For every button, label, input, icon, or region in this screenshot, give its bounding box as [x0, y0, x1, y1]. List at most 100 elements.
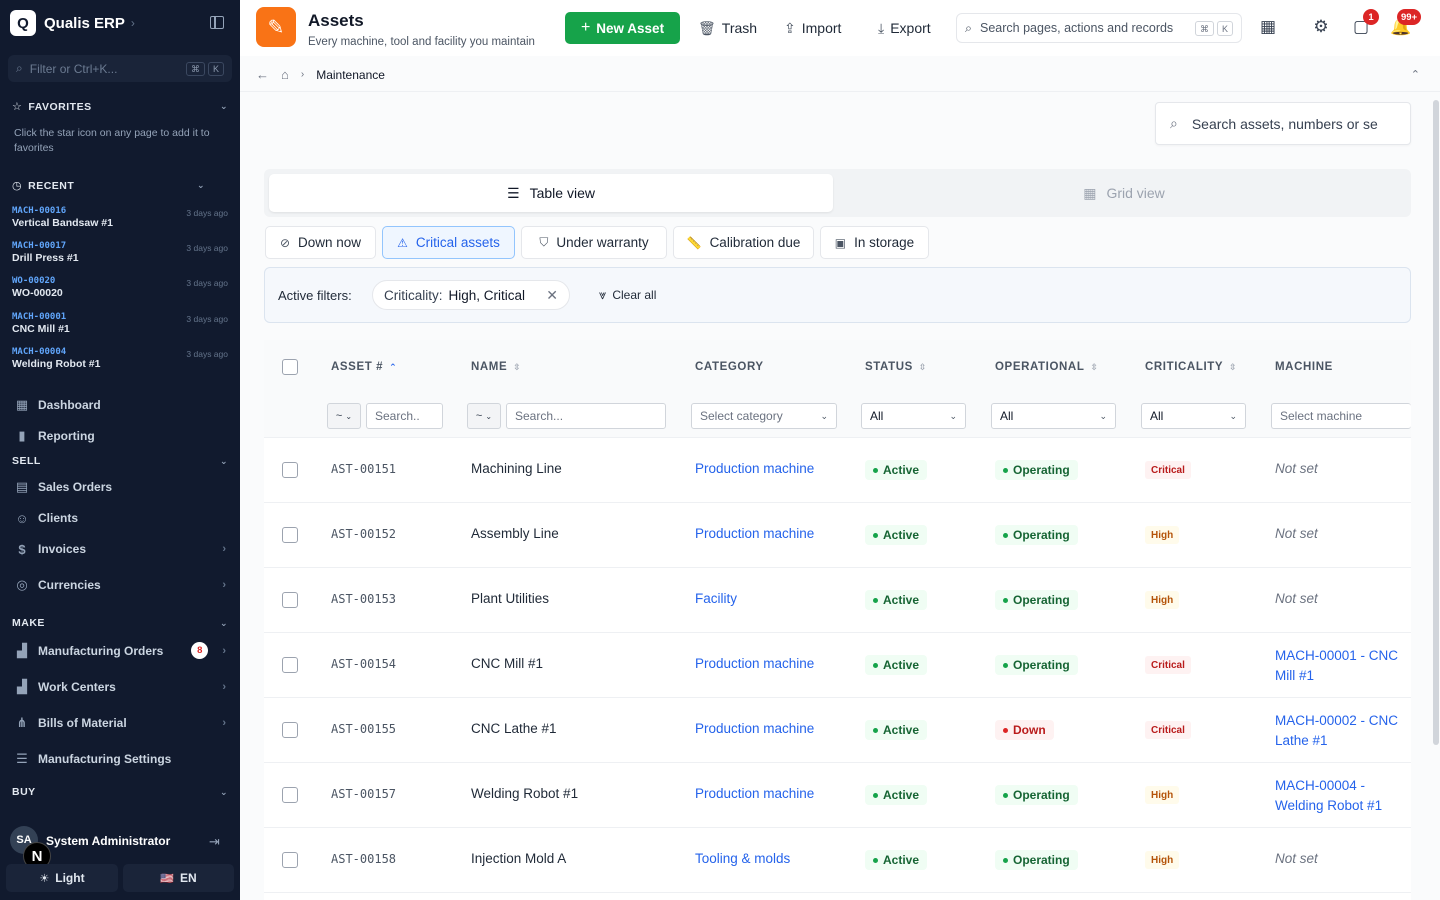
- table-row[interactable]: AST-00154 CNC Mill #1 Production machine Ac…: [264, 633, 1411, 698]
- category-link[interactable]: Production machine: [695, 461, 815, 476]
- language-button[interactable]: 🇺🇸 EN: [123, 864, 234, 892]
- nav-manufacturing-orders[interactable]: ▟ Manufacturing Orders 8 ›: [14, 642, 226, 659]
- recent-item[interactable]: MACH-00004 Welding Robot #1 3 days ago: [12, 347, 228, 370]
- nav-invoices[interactable]: $ Invoices ›: [14, 541, 226, 557]
- asset-name[interactable]: Assembly Line: [471, 526, 559, 541]
- row-checkbox[interactable]: [282, 462, 298, 478]
- sidebar-filter-input[interactable]: ⌕ Filter or Ctrl+K... ⌘ K: [8, 55, 232, 82]
- asset-name[interactable]: CNC Lathe #1: [471, 721, 557, 736]
- robot-icon[interactable]: ⚙: [1313, 17, 1329, 36]
- row-checkbox[interactable]: [282, 527, 298, 543]
- tab-table-view[interactable]: ☰ Table view: [269, 174, 833, 212]
- recent-item-title: Welding Robot #1: [12, 358, 101, 370]
- power-off-icon: ⊘: [279, 235, 291, 250]
- column-asset-number[interactable]: ASSET # ⌃: [331, 361, 397, 373]
- table-row[interactable]: AST-00153 Plant Utilities Facility Active Op…: [264, 568, 1411, 633]
- asset-name[interactable]: Plant Utilities: [471, 591, 550, 606]
- quick-filter-under-warranty[interactable]: ⛉ Under warranty: [521, 226, 667, 259]
- category-link[interactable]: Production machine: [695, 656, 815, 671]
- machine-link[interactable]: MACH-00002 - CNC Lathe #1: [1275, 713, 1399, 748]
- category-filter-select[interactable]: Select category ⌄: [691, 403, 837, 429]
- recent-item[interactable]: MACH-00016 Vertical Bandsaw #1 3 days ago: [12, 206, 228, 229]
- import-button[interactable]: ⇪ Import: [784, 12, 841, 44]
- apps-grid-icon[interactable]: ▦: [1259, 17, 1277, 36]
- table-row[interactable]: AST-00155 CNC Lathe #1 Production machine A…: [264, 698, 1411, 763]
- table-row[interactable]: AST-00151 Machining Line Production machin…: [264, 438, 1411, 503]
- nav-bills-of-material[interactable]: ⋔ Bills of Material ›: [14, 715, 226, 731]
- close-icon[interactable]: ✕: [546, 286, 558, 303]
- quick-filter-calibration-due[interactable]: 📏 Calibration due: [673, 226, 814, 259]
- recent-item[interactable]: WO-00020 WO-00020 3 days ago: [12, 276, 228, 299]
- nav-sales-orders[interactable]: ▤ Sales Orders: [14, 479, 226, 495]
- home-icon[interactable]: ⌂: [281, 67, 289, 82]
- sell-section-toggle[interactable]: SELL ⌄: [12, 455, 228, 467]
- nav-work-centers[interactable]: ▟ Work Centers ›: [14, 679, 226, 695]
- collapse-sidebar-icon[interactable]: [210, 16, 224, 29]
- breadcrumb-current[interactable]: Maintenance: [316, 67, 385, 82]
- column-name[interactable]: NAME ⇳: [471, 361, 521, 373]
- chevron-up-icon[interactable]: ⌃: [1410, 69, 1420, 81]
- brand[interactable]: Q Qualis ERP ›: [10, 10, 135, 36]
- theme-toggle-button[interactable]: ☀ Light: [6, 864, 118, 892]
- category-link[interactable]: Production machine: [695, 786, 815, 801]
- quick-filter-down-now[interactable]: ⊘ Down now: [265, 226, 376, 259]
- clear-all-filters-button[interactable]: ⩔ Clear all: [599, 287, 656, 303]
- trash-button[interactable]: 🗑 Trash: [698, 12, 757, 44]
- back-arrow-icon[interactable]: ←: [256, 67, 269, 82]
- asset-name[interactable]: Injection Mold A: [471, 851, 567, 866]
- tab-grid-view[interactable]: ▦ Grid view: [844, 174, 1404, 212]
- recent-item[interactable]: MACH-00017 Drill Press #1 3 days ago: [12, 241, 228, 264]
- column-status[interactable]: STATUS ⇳: [865, 361, 927, 373]
- nav-clients[interactable]: ☺ Clients: [14, 510, 226, 526]
- column-criticality[interactable]: CRITICALITY ⇳: [1145, 361, 1237, 373]
- category-link[interactable]: Facility: [695, 591, 738, 606]
- buy-section-toggle[interactable]: BUY ⌄: [12, 786, 228, 798]
- quick-filter-in-storage[interactable]: ▣ In storage: [820, 226, 929, 259]
- global-search-input[interactable]: ⌕ Search pages, actions and records ⌘ K: [956, 13, 1242, 43]
- table-row[interactable]: AST-00158 Injection Mold A Tooling & molds…: [264, 828, 1411, 893]
- status-filter-select[interactable]: All ⌄: [861, 403, 966, 429]
- row-checkbox[interactable]: [282, 657, 298, 673]
- asset-name[interactable]: CNC Mill #1: [471, 656, 544, 671]
- page-scrollbar[interactable]: [1433, 100, 1439, 745]
- favorites-section-toggle[interactable]: ☆ FAVORITES ⌄: [12, 100, 228, 114]
- export-button[interactable]: ⤓ Export: [878, 12, 931, 44]
- row-checkbox[interactable]: [282, 787, 298, 803]
- operator-label: ~: [475, 410, 483, 422]
- machine-link[interactable]: MACH-00001 - CNC Mill #1: [1275, 648, 1399, 683]
- row-checkbox[interactable]: [282, 852, 298, 868]
- plus-icon: +: [580, 19, 591, 36]
- table-row[interactable]: AST-00152 Assembly Line Production machine…: [264, 503, 1411, 568]
- recent-item[interactable]: MACH-00001 CNC Mill #1 3 days ago: [12, 312, 228, 335]
- asset-number-filter-input[interactable]: Search..: [366, 403, 443, 429]
- asset-name[interactable]: Machining Line: [471, 461, 562, 476]
- select-all-checkbox[interactable]: [282, 359, 298, 375]
- nav-reporting[interactable]: ▮ Reporting: [14, 428, 226, 444]
- new-asset-button[interactable]: + New Asset: [565, 12, 680, 44]
- nav-manufacturing-settings[interactable]: ☰ Manufacturing Settings: [14, 751, 226, 767]
- nav-dashboard[interactable]: ▦ Dashboard: [14, 397, 226, 413]
- filter-pill-criticality[interactable]: Criticality: High, Critical ✕: [372, 280, 570, 310]
- logout-icon[interactable]: ⇥: [209, 834, 220, 849]
- operational-filter-select[interactable]: All ⌄: [991, 403, 1116, 429]
- column-operational[interactable]: OPERATIONAL ⇳: [995, 361, 1099, 373]
- machine-link[interactable]: MACH-00004 - Welding Robot #1: [1275, 778, 1383, 813]
- category-link[interactable]: Tooling & molds: [695, 851, 791, 866]
- asset-name[interactable]: Welding Robot #1: [471, 786, 579, 801]
- asset-number-operator-select[interactable]: ~ ⌄: [327, 403, 361, 429]
- criticality-filter-select[interactable]: All ⌄: [1141, 403, 1246, 429]
- category-link[interactable]: Production machine: [695, 526, 815, 541]
- recent-section-toggle[interactable]: ◷ RECENT ⌄: [12, 179, 205, 193]
- row-checkbox[interactable]: [282, 722, 298, 738]
- category-link[interactable]: Production machine: [695, 721, 815, 736]
- asset-search-input[interactable]: ⌕ Search assets, numbers or se: [1155, 102, 1411, 145]
- name-operator-select[interactable]: ~ ⌄: [467, 403, 501, 429]
- table-row[interactable]: AST-00157 Welding Robot #1 Production mach…: [264, 763, 1411, 828]
- row-checkbox[interactable]: [282, 592, 298, 608]
- make-section-toggle[interactable]: MAKE ⌄: [12, 617, 228, 629]
- nav-currencies[interactable]: ◎ Currencies ›: [14, 577, 226, 593]
- machine-filter-select[interactable]: Select machine: [1271, 403, 1411, 429]
- chip-label: Critical assets: [415, 235, 500, 250]
- name-filter-input[interactable]: Search...: [506, 403, 666, 429]
- quick-filter-critical-assets[interactable]: ⚠ Critical assets: [382, 226, 515, 259]
